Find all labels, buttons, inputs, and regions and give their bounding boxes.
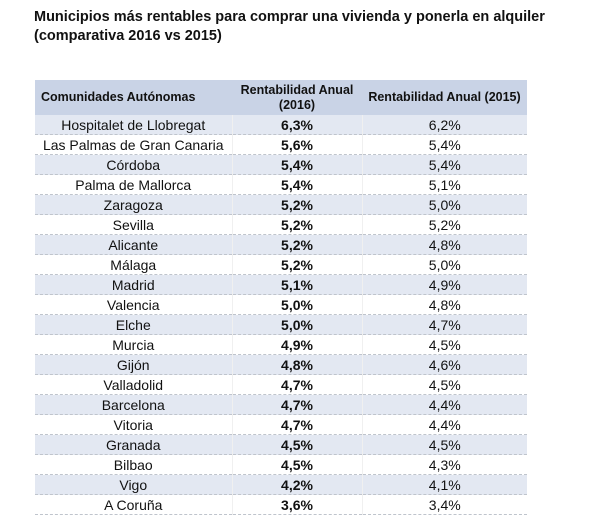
table-row: A Coruña 3,6% 3,4% xyxy=(35,494,527,515)
cell-municipality: Murcia xyxy=(35,334,233,355)
cell-2015: 5,0% xyxy=(362,254,527,275)
table-row: Gijón 4,8% 4,6% xyxy=(35,354,527,375)
cell-2016: 5,2% xyxy=(232,214,363,235)
table-row: Barcelona 4,7% 4,4% xyxy=(35,394,527,415)
cell-municipality: Bilbao xyxy=(35,454,233,475)
table-row: Málaga 5,2% 5,0% xyxy=(35,254,527,275)
cell-2015: 4,5% xyxy=(362,334,527,355)
cell-2016: 4,7% xyxy=(232,414,363,435)
table-row: Sevilla 5,2% 5,2% xyxy=(35,214,527,235)
cell-2015: 6,2% xyxy=(362,115,527,135)
table-row: Granada 4,5% 4,5% xyxy=(35,434,527,455)
cell-municipality: Barcelona xyxy=(35,394,233,415)
cell-2015: 5,4% xyxy=(362,134,527,155)
cell-2016: 4,7% xyxy=(232,394,363,415)
cell-2016: 6,3% xyxy=(232,115,363,135)
rentability-table: Comunidades Autónomas Rentabilidad Anual… xyxy=(35,80,527,515)
cell-municipality: Elche xyxy=(35,314,233,335)
cell-2016: 4,9% xyxy=(232,334,363,355)
cell-2015: 5,2% xyxy=(362,214,527,235)
table-row: Bilbao 4,5% 4,3% xyxy=(35,454,527,475)
header-region: Comunidades Autónomas xyxy=(35,80,232,115)
cell-2016: 5,4% xyxy=(232,154,363,175)
cell-municipality: Las Palmas de Gran Canaria xyxy=(35,134,233,155)
table-row: Valladolid 4,7% 4,5% xyxy=(35,374,527,395)
cell-2016: 5,2% xyxy=(232,254,363,275)
header-2016: Rentabilidad Anual (2016) xyxy=(232,80,362,115)
table-row: Valencia 5,0% 4,8% xyxy=(35,294,527,315)
cell-2015: 4,8% xyxy=(362,234,527,255)
cell-2015: 4,4% xyxy=(362,414,527,435)
cell-2016: 5,4% xyxy=(232,174,363,195)
cell-municipality: Málaga xyxy=(35,254,233,275)
cell-municipality: Zaragoza xyxy=(35,194,233,215)
cell-2016: 5,2% xyxy=(232,194,363,215)
cell-2015: 4,8% xyxy=(362,294,527,315)
cell-2015: 4,3% xyxy=(362,454,527,475)
cell-2015: 3,4% xyxy=(362,494,527,515)
cell-2015: 4,7% xyxy=(362,314,527,335)
cell-2016: 4,5% xyxy=(232,434,363,455)
cell-2016: 5,2% xyxy=(232,234,363,255)
cell-2015: 5,4% xyxy=(362,154,527,175)
cell-municipality: A Coruña xyxy=(35,494,233,515)
cell-municipality: Palma de Mallorca xyxy=(35,174,233,195)
cell-2016: 4,7% xyxy=(232,374,363,395)
table-row: Zaragoza 5,2% 5,0% xyxy=(35,194,527,215)
table-row: Las Palmas de Gran Canaria 5,6% 5,4% xyxy=(35,134,527,155)
cell-2016: 5,6% xyxy=(232,134,363,155)
cell-municipality: Hospitalet de Llobregat xyxy=(35,115,233,135)
cell-municipality: Valladolid xyxy=(35,374,233,395)
header-2015: Rentabilidad Anual (2015) xyxy=(362,80,527,115)
cell-2015: 5,0% xyxy=(362,194,527,215)
table-row: Elche 5,0% 4,7% xyxy=(35,314,527,335)
cell-2016: 5,0% xyxy=(232,294,363,315)
cell-municipality: Vitoria xyxy=(35,414,233,435)
cell-2016: 4,2% xyxy=(232,474,363,495)
cell-2015: 4,1% xyxy=(362,474,527,495)
table-row: Madrid 5,1% 4,9% xyxy=(35,274,527,295)
cell-2016: 5,0% xyxy=(232,314,363,335)
cell-municipality: Alicante xyxy=(35,234,233,255)
cell-2015: 4,5% xyxy=(362,434,527,455)
cell-municipality: Sevilla xyxy=(35,214,233,235)
cell-municipality: Córdoba xyxy=(35,154,233,175)
cell-2016: 4,8% xyxy=(232,354,363,375)
cell-municipality: Granada xyxy=(35,434,233,455)
table-row: Palma de Mallorca 5,4% 5,1% xyxy=(35,174,527,195)
cell-2015: 4,6% xyxy=(362,354,527,375)
cell-2015: 4,4% xyxy=(362,394,527,415)
table-row: Vitoria 4,7% 4,4% xyxy=(35,414,527,435)
cell-municipality: Vigo xyxy=(35,474,233,495)
table-row: Alicante 5,2% 4,8% xyxy=(35,234,527,255)
page-title: Municipios más rentables para comprar un… xyxy=(34,9,545,44)
table-row: Vigo 4,2% 4,1% xyxy=(35,474,527,495)
cell-municipality: Valencia xyxy=(35,294,233,315)
cell-municipality: Madrid xyxy=(35,274,233,295)
table-row: Murcia 4,9% 4,5% xyxy=(35,334,527,355)
cell-2016: 3,6% xyxy=(232,494,363,515)
cell-2015: 5,1% xyxy=(362,174,527,195)
cell-2016: 4,5% xyxy=(232,454,363,475)
table-row: Hospitalet de Llobregat 6,3% 6,2% xyxy=(35,115,527,135)
cell-2016: 5,1% xyxy=(232,274,363,295)
cell-municipality: Gijón xyxy=(35,354,233,375)
table-header-row: Comunidades Autónomas Rentabilidad Anual… xyxy=(35,80,527,115)
cell-2015: 4,5% xyxy=(362,374,527,395)
table-row: Córdoba 5,4% 5,4% xyxy=(35,154,527,175)
cell-2015: 4,9% xyxy=(362,274,527,295)
